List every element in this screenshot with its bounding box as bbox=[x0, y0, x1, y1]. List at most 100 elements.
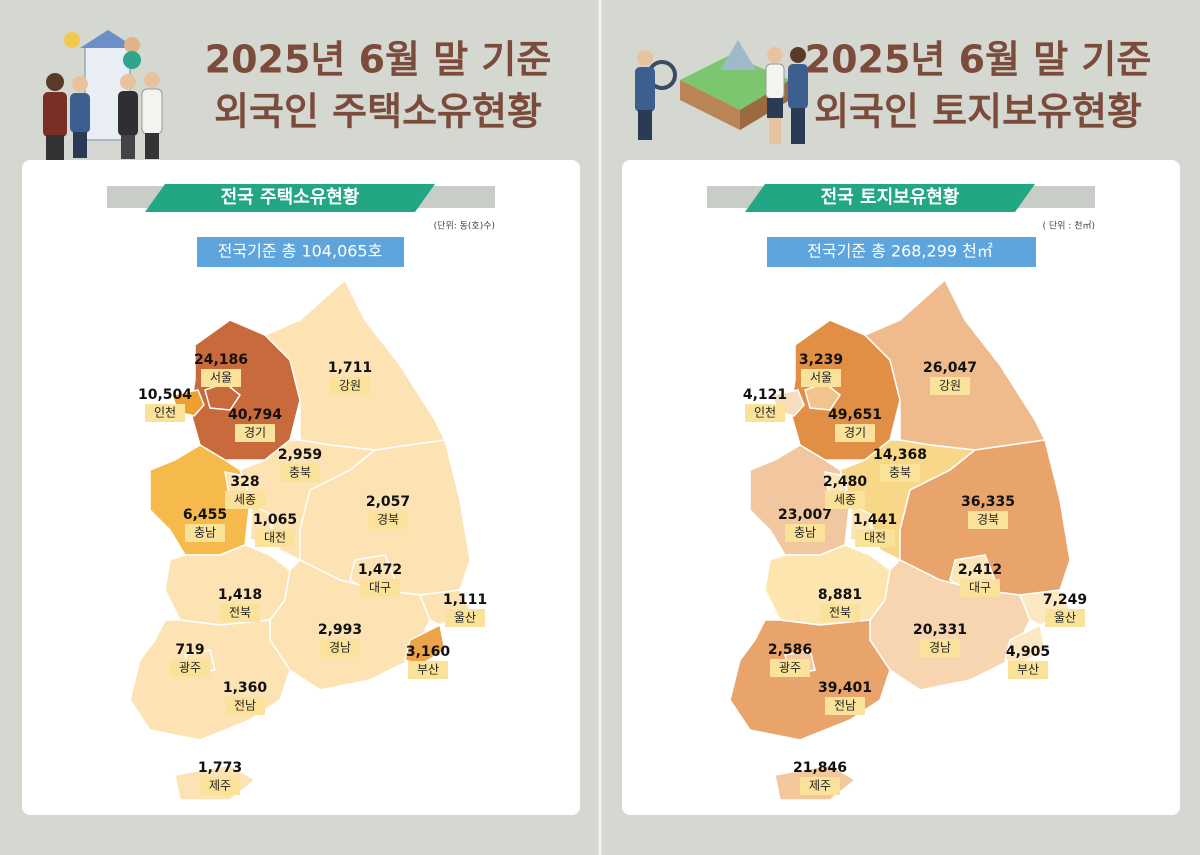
name-box bbox=[320, 639, 360, 657]
name-box bbox=[330, 377, 370, 395]
total: 전국기준 총 268,299 천㎡ bbox=[807, 242, 993, 261]
region-value: 1,418 bbox=[218, 587, 262, 603]
region-name: 전북 bbox=[829, 606, 851, 620]
region-name: 서울 bbox=[210, 371, 232, 385]
region-value: 2,480 bbox=[823, 474, 868, 490]
region-name: 부산 bbox=[417, 663, 439, 677]
region-value: 21,846 bbox=[793, 760, 847, 776]
region-value: 1,472 bbox=[358, 562, 402, 578]
name-box bbox=[445, 609, 485, 627]
region bbox=[1004, 623, 1046, 666]
unit: (단위: 동(호)수) bbox=[434, 221, 495, 232]
name-box bbox=[785, 524, 825, 542]
region-value: 26,047 bbox=[923, 360, 977, 376]
region-name: 서울 bbox=[810, 371, 832, 385]
region-value: 328 bbox=[230, 474, 259, 490]
region-name: 충남 bbox=[794, 526, 816, 540]
region-value: 10,504 bbox=[138, 387, 192, 403]
name-box bbox=[745, 404, 785, 422]
region-value: 2,057 bbox=[366, 494, 410, 510]
name-box bbox=[800, 777, 840, 795]
region-name: 경북 bbox=[977, 513, 999, 527]
region-name: 대구 bbox=[369, 581, 391, 595]
region-name: 제주 bbox=[209, 779, 231, 793]
region-value: 7,249 bbox=[1043, 592, 1087, 608]
region-value: 1,065 bbox=[253, 512, 297, 528]
banner-text: 전국 주택소유현황 bbox=[221, 187, 360, 208]
name-box bbox=[255, 529, 295, 547]
region-value: 2,959 bbox=[278, 447, 322, 463]
region-value: 20,331 bbox=[913, 622, 967, 638]
region-value: 39,401 bbox=[818, 680, 872, 696]
region-name: 대구 bbox=[969, 581, 991, 595]
region-name: 전남 bbox=[234, 699, 256, 713]
region-name: 인천 bbox=[154, 405, 176, 420]
unit: ( 단위 : 천㎡) bbox=[1043, 221, 1095, 232]
region-name: 경남 bbox=[329, 641, 351, 655]
total-box bbox=[767, 237, 1036, 267]
region-name: 경북 bbox=[377, 513, 399, 527]
region-value: 1,111 bbox=[443, 592, 487, 608]
region-name: 울산 bbox=[1054, 611, 1076, 625]
name-box bbox=[408, 661, 448, 679]
region-value: 3,239 bbox=[799, 352, 843, 368]
region-value: 8,881 bbox=[818, 587, 862, 603]
illustration bbox=[635, 40, 808, 144]
region-name: 충북 bbox=[889, 466, 911, 480]
region-name: 강원 bbox=[939, 379, 961, 393]
name-box bbox=[801, 369, 841, 387]
region-name: 울산 bbox=[454, 611, 476, 625]
region-value: 1,360 bbox=[223, 680, 268, 696]
region-value: 49,651 bbox=[828, 407, 882, 423]
region-name: 경기 bbox=[844, 426, 866, 440]
region-name: 경남 bbox=[929, 641, 951, 655]
region-name: 제주 bbox=[809, 779, 831, 793]
region-value: 1,773 bbox=[198, 760, 242, 776]
region-value: 36,335 bbox=[961, 494, 1015, 510]
banner-text: 전국 토지보유현황 bbox=[821, 187, 960, 208]
region-name: 부산 bbox=[1017, 663, 1039, 677]
illustration bbox=[43, 30, 163, 160]
name-box bbox=[968, 511, 1008, 529]
region-value: 23,007 bbox=[778, 507, 832, 523]
region-value: 14,368 bbox=[873, 447, 927, 463]
name-box bbox=[280, 464, 320, 482]
name-box bbox=[835, 424, 875, 442]
region-value: 3,160 bbox=[406, 644, 451, 660]
title: 2025년 6월 말 기준 bbox=[205, 38, 552, 82]
banner bbox=[745, 184, 1035, 212]
name-box bbox=[880, 464, 920, 482]
region-value: 2,412 bbox=[958, 562, 1002, 578]
name-box bbox=[1008, 661, 1048, 679]
region-value: 2,586 bbox=[768, 642, 812, 658]
title: 2025년 6월 말 기준 bbox=[805, 38, 1152, 82]
total-box bbox=[197, 237, 404, 267]
name-box bbox=[920, 639, 960, 657]
title: 외국인 주택소유현황 bbox=[214, 90, 542, 134]
name-box bbox=[200, 777, 240, 795]
name-box bbox=[201, 369, 241, 387]
region-value: 1,441 bbox=[853, 512, 897, 528]
name-box bbox=[170, 659, 210, 677]
map: 40,794 경기 24,186 서울 10,504 인천 1,711 강원 2,959 충북 6,… bbox=[129, 278, 487, 801]
title: 외국인 토지보유현황 bbox=[814, 90, 1142, 134]
region-name: 충남 bbox=[194, 526, 216, 540]
name-box bbox=[145, 404, 185, 422]
name-box bbox=[225, 697, 265, 715]
name-box bbox=[825, 697, 865, 715]
region-name: 대전 bbox=[264, 531, 286, 545]
region-name: 인천 bbox=[754, 405, 776, 420]
name-box bbox=[360, 579, 400, 597]
region-name: 강원 bbox=[339, 379, 361, 393]
name-box bbox=[825, 491, 865, 509]
total: 전국기준 총 104,065호 bbox=[218, 242, 383, 261]
name-box bbox=[770, 659, 810, 677]
name-box bbox=[855, 529, 895, 547]
name-box bbox=[368, 511, 408, 529]
name-box bbox=[930, 377, 970, 395]
name-box bbox=[225, 491, 265, 509]
